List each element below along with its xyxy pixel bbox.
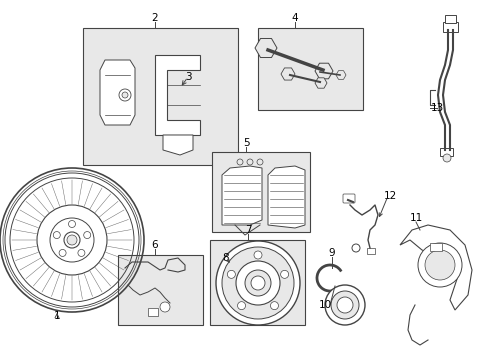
Text: 3: 3 (184, 72, 191, 82)
Text: 8: 8 (222, 253, 229, 263)
Circle shape (160, 302, 170, 312)
Circle shape (53, 231, 60, 239)
Circle shape (237, 159, 243, 165)
Bar (212, 152, 309, 232)
Bar (366, 248, 374, 254)
FancyBboxPatch shape (342, 194, 354, 203)
Text: 12: 12 (383, 191, 396, 201)
Bar (118, 255, 203, 325)
Text: 7: 7 (244, 225, 251, 235)
Bar (209, 240, 305, 325)
Polygon shape (155, 55, 200, 135)
Circle shape (227, 270, 235, 278)
Text: 11: 11 (408, 213, 422, 223)
Circle shape (330, 291, 358, 319)
Bar (148, 308, 158, 316)
Bar (258, 28, 362, 110)
Circle shape (424, 250, 454, 280)
Circle shape (250, 276, 264, 290)
Circle shape (280, 270, 288, 278)
Text: 9: 9 (328, 248, 335, 258)
Bar (83, 28, 238, 165)
Circle shape (64, 232, 80, 248)
Circle shape (119, 89, 131, 101)
Circle shape (222, 247, 293, 319)
Circle shape (122, 92, 128, 98)
Circle shape (59, 249, 66, 256)
Text: 5: 5 (242, 138, 249, 148)
Polygon shape (399, 225, 471, 310)
Polygon shape (100, 60, 135, 125)
Circle shape (67, 235, 77, 245)
Text: 1: 1 (54, 311, 60, 321)
Polygon shape (222, 166, 262, 225)
Bar (429, 243, 441, 251)
Circle shape (68, 220, 75, 228)
Circle shape (246, 159, 252, 165)
Circle shape (236, 261, 280, 305)
Circle shape (244, 270, 270, 296)
Circle shape (325, 285, 364, 325)
Circle shape (417, 243, 461, 287)
Circle shape (257, 159, 263, 165)
Bar (444, 15, 455, 23)
Circle shape (270, 302, 278, 310)
Circle shape (442, 154, 450, 162)
Circle shape (78, 249, 85, 256)
Text: 13: 13 (429, 103, 443, 113)
Text: 6: 6 (151, 240, 158, 250)
Circle shape (216, 241, 299, 325)
Polygon shape (163, 135, 193, 155)
Circle shape (83, 231, 91, 239)
Circle shape (237, 302, 245, 310)
Polygon shape (267, 166, 305, 228)
Text: 10: 10 (318, 300, 331, 310)
Bar (439, 148, 452, 156)
Text: 4: 4 (291, 13, 298, 23)
Circle shape (253, 251, 262, 259)
Circle shape (336, 297, 352, 313)
Text: 2: 2 (151, 13, 158, 23)
Bar (442, 22, 457, 32)
